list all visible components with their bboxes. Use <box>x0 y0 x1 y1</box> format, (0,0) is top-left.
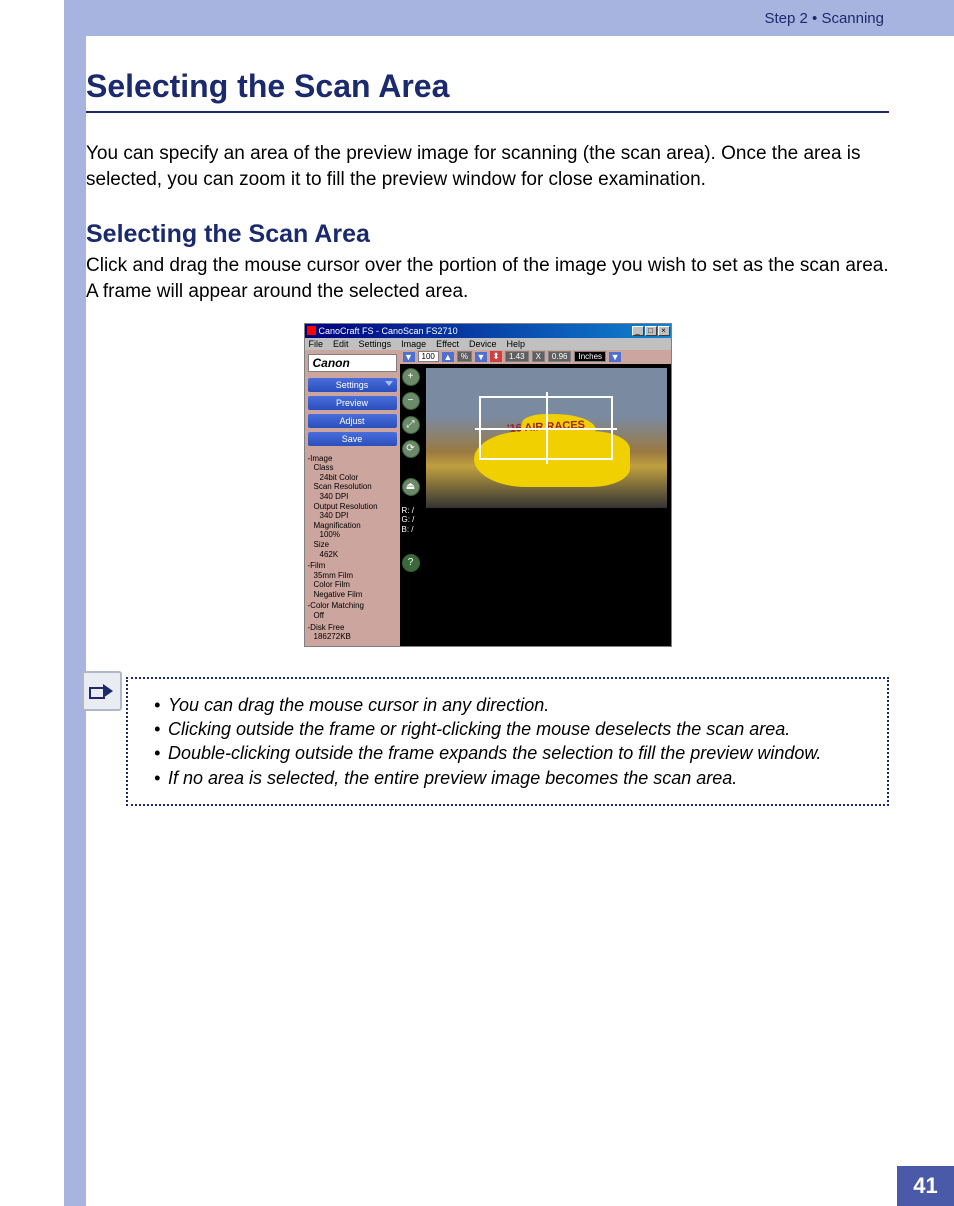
tool-column: + − ⤢ ⟳ ⏏ R: / G: / B: / ? <box>402 368 420 573</box>
settings-button[interactable]: Settings <box>308 378 397 392</box>
zoom-value[interactable]: 100 <box>418 351 439 362</box>
header-bar: Step 2 • Scanning <box>86 0 954 36</box>
down-icon[interactable]: ▼ <box>475 352 487 362</box>
maximize-icon[interactable]: □ <box>645 326 657 336</box>
tip-list: You can drag the mouse cursor in any dir… <box>154 693 867 790</box>
preview-button[interactable]: Preview <box>308 396 397 410</box>
tip-box: You can drag the mouse cursor in any dir… <box>126 677 889 806</box>
breadcrumb: Step 2 • Scanning <box>764 10 884 27</box>
units-dropdown-icon[interactable]: ▼ <box>609 352 621 362</box>
info-panel: -Image Class 24bit Color Scan Resolution… <box>308 452 397 642</box>
zoom-in-icon[interactable]: + <box>402 368 420 386</box>
zoom-fit-icon[interactable]: ⤢ <box>402 416 420 434</box>
window-buttons: _ □ × <box>632 326 670 336</box>
section-heading: Selecting the Scan Area <box>86 220 889 249</box>
section-body: Click and drag the mouse cursor over the… <box>86 253 889 304</box>
help-icon[interactable]: ? <box>402 554 420 572</box>
left-panel: Canon Settings Preview Adjust Save -Imag… <box>305 350 400 646</box>
window-title: CanoCraft FS - CanoScan FS2710 <box>319 326 458 336</box>
menubar: File Edit Settings Image Effect Device H… <box>305 338 671 350</box>
app-window: CanoCraft FS - CanoScan FS2710 _ □ × Fil… <box>304 323 672 647</box>
titlebar: CanoCraft FS - CanoScan FS2710 _ □ × <box>305 324 671 338</box>
menu-file[interactable]: File <box>309 339 324 349</box>
minimize-icon[interactable]: _ <box>632 326 644 336</box>
eject-icon[interactable]: ⏏ <box>402 478 420 496</box>
app-icon <box>307 326 316 335</box>
tip-item: Double-clicking outside the frame expand… <box>154 741 867 765</box>
menu-effect[interactable]: Effect <box>436 339 459 349</box>
units-select[interactable]: Inches <box>574 351 606 362</box>
tip-item: If no area is selected, the entire previ… <box>154 766 867 790</box>
tip-block: You can drag the mouse cursor in any dir… <box>86 677 889 806</box>
pct-label: % <box>457 351 472 362</box>
up-icon[interactable]: ▲ <box>442 352 454 362</box>
save-button[interactable]: Save <box>308 432 397 446</box>
menu-device[interactable]: Device <box>469 339 497 349</box>
close-icon[interactable]: × <box>658 326 670 336</box>
height-value: 0.96 <box>548 351 572 362</box>
menu-settings[interactable]: Settings <box>359 339 392 349</box>
x-label: X <box>532 351 545 362</box>
adjust-button[interactable]: Adjust <box>308 414 397 428</box>
intro-paragraph: You can specify an area of the preview i… <box>86 141 889 192</box>
menu-image[interactable]: Image <box>401 339 426 349</box>
menu-help[interactable]: Help <box>507 339 526 349</box>
dropdown-icon[interactable]: ▼ <box>403 352 415 362</box>
rotate-icon[interactable]: ⟳ <box>402 440 420 458</box>
zoom-out-icon[interactable]: − <box>402 392 420 410</box>
rgb-readout: R: / G: / B: / <box>402 506 420 535</box>
page-number: 41 <box>897 1166 954 1206</box>
page-content: Selecting the Scan Area You can specify … <box>86 68 889 806</box>
lock-icon[interactable]: ⬍ <box>490 351 502 362</box>
ruler-bar: ▼ 100 ▲ % ▼ ⬍ 1.43 X 0.96 Inches ▼ <box>400 350 671 364</box>
tip-icon <box>82 671 122 711</box>
tip-item: You can drag the mouse cursor in any dir… <box>154 693 867 717</box>
left-blue-strip <box>64 0 86 1206</box>
width-value: 1.43 <box>505 351 529 362</box>
page-title: Selecting the Scan Area <box>86 68 889 113</box>
brand-logo: Canon <box>308 354 397 372</box>
arrow-icon <box>89 684 115 698</box>
menu-edit[interactable]: Edit <box>333 339 349 349</box>
preview-area: ▼ 100 ▲ % ▼ ⬍ 1.43 X 0.96 Inches ▼ + − ⤢… <box>400 350 671 646</box>
preview-image[interactable]: '16 AIR RACES <box>426 368 667 508</box>
selection-frame[interactable] <box>479 396 614 460</box>
tip-item: Clicking outside the frame or right-clic… <box>154 717 867 741</box>
